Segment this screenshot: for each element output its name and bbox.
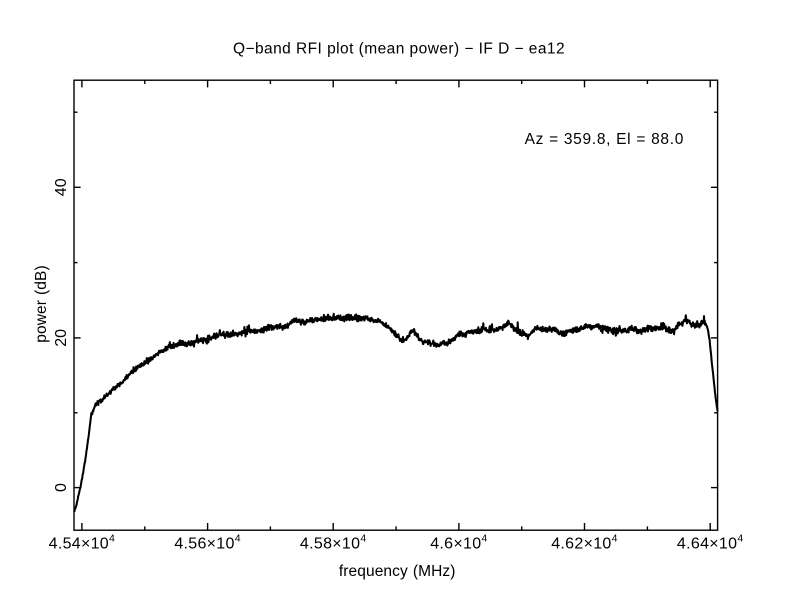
svg-text:4.6×104: 4.6×104 (430, 533, 487, 553)
svg-text:4.54×104: 4.54×104 (49, 533, 116, 553)
svg-text:4.56×104: 4.56×104 (174, 533, 241, 553)
svg-text:4.58×104: 4.58×104 (300, 533, 367, 553)
svg-text:0: 0 (53, 483, 70, 492)
svg-text:4.62×104: 4.62×104 (551, 533, 618, 553)
svg-text:Q−band RFI plot (mean power) −: Q−band RFI plot (mean power) − IF D − ea… (233, 40, 565, 57)
svg-text:frequency (MHz): frequency (MHz) (339, 563, 456, 580)
svg-text:power (dB): power (dB) (33, 265, 50, 342)
svg-text:4.64×104: 4.64×104 (677, 533, 744, 553)
svg-text:40: 40 (53, 178, 70, 196)
svg-text:20: 20 (53, 329, 70, 347)
svg-text:Az = 359.8, El = 88.0: Az = 359.8, El = 88.0 (525, 131, 684, 148)
